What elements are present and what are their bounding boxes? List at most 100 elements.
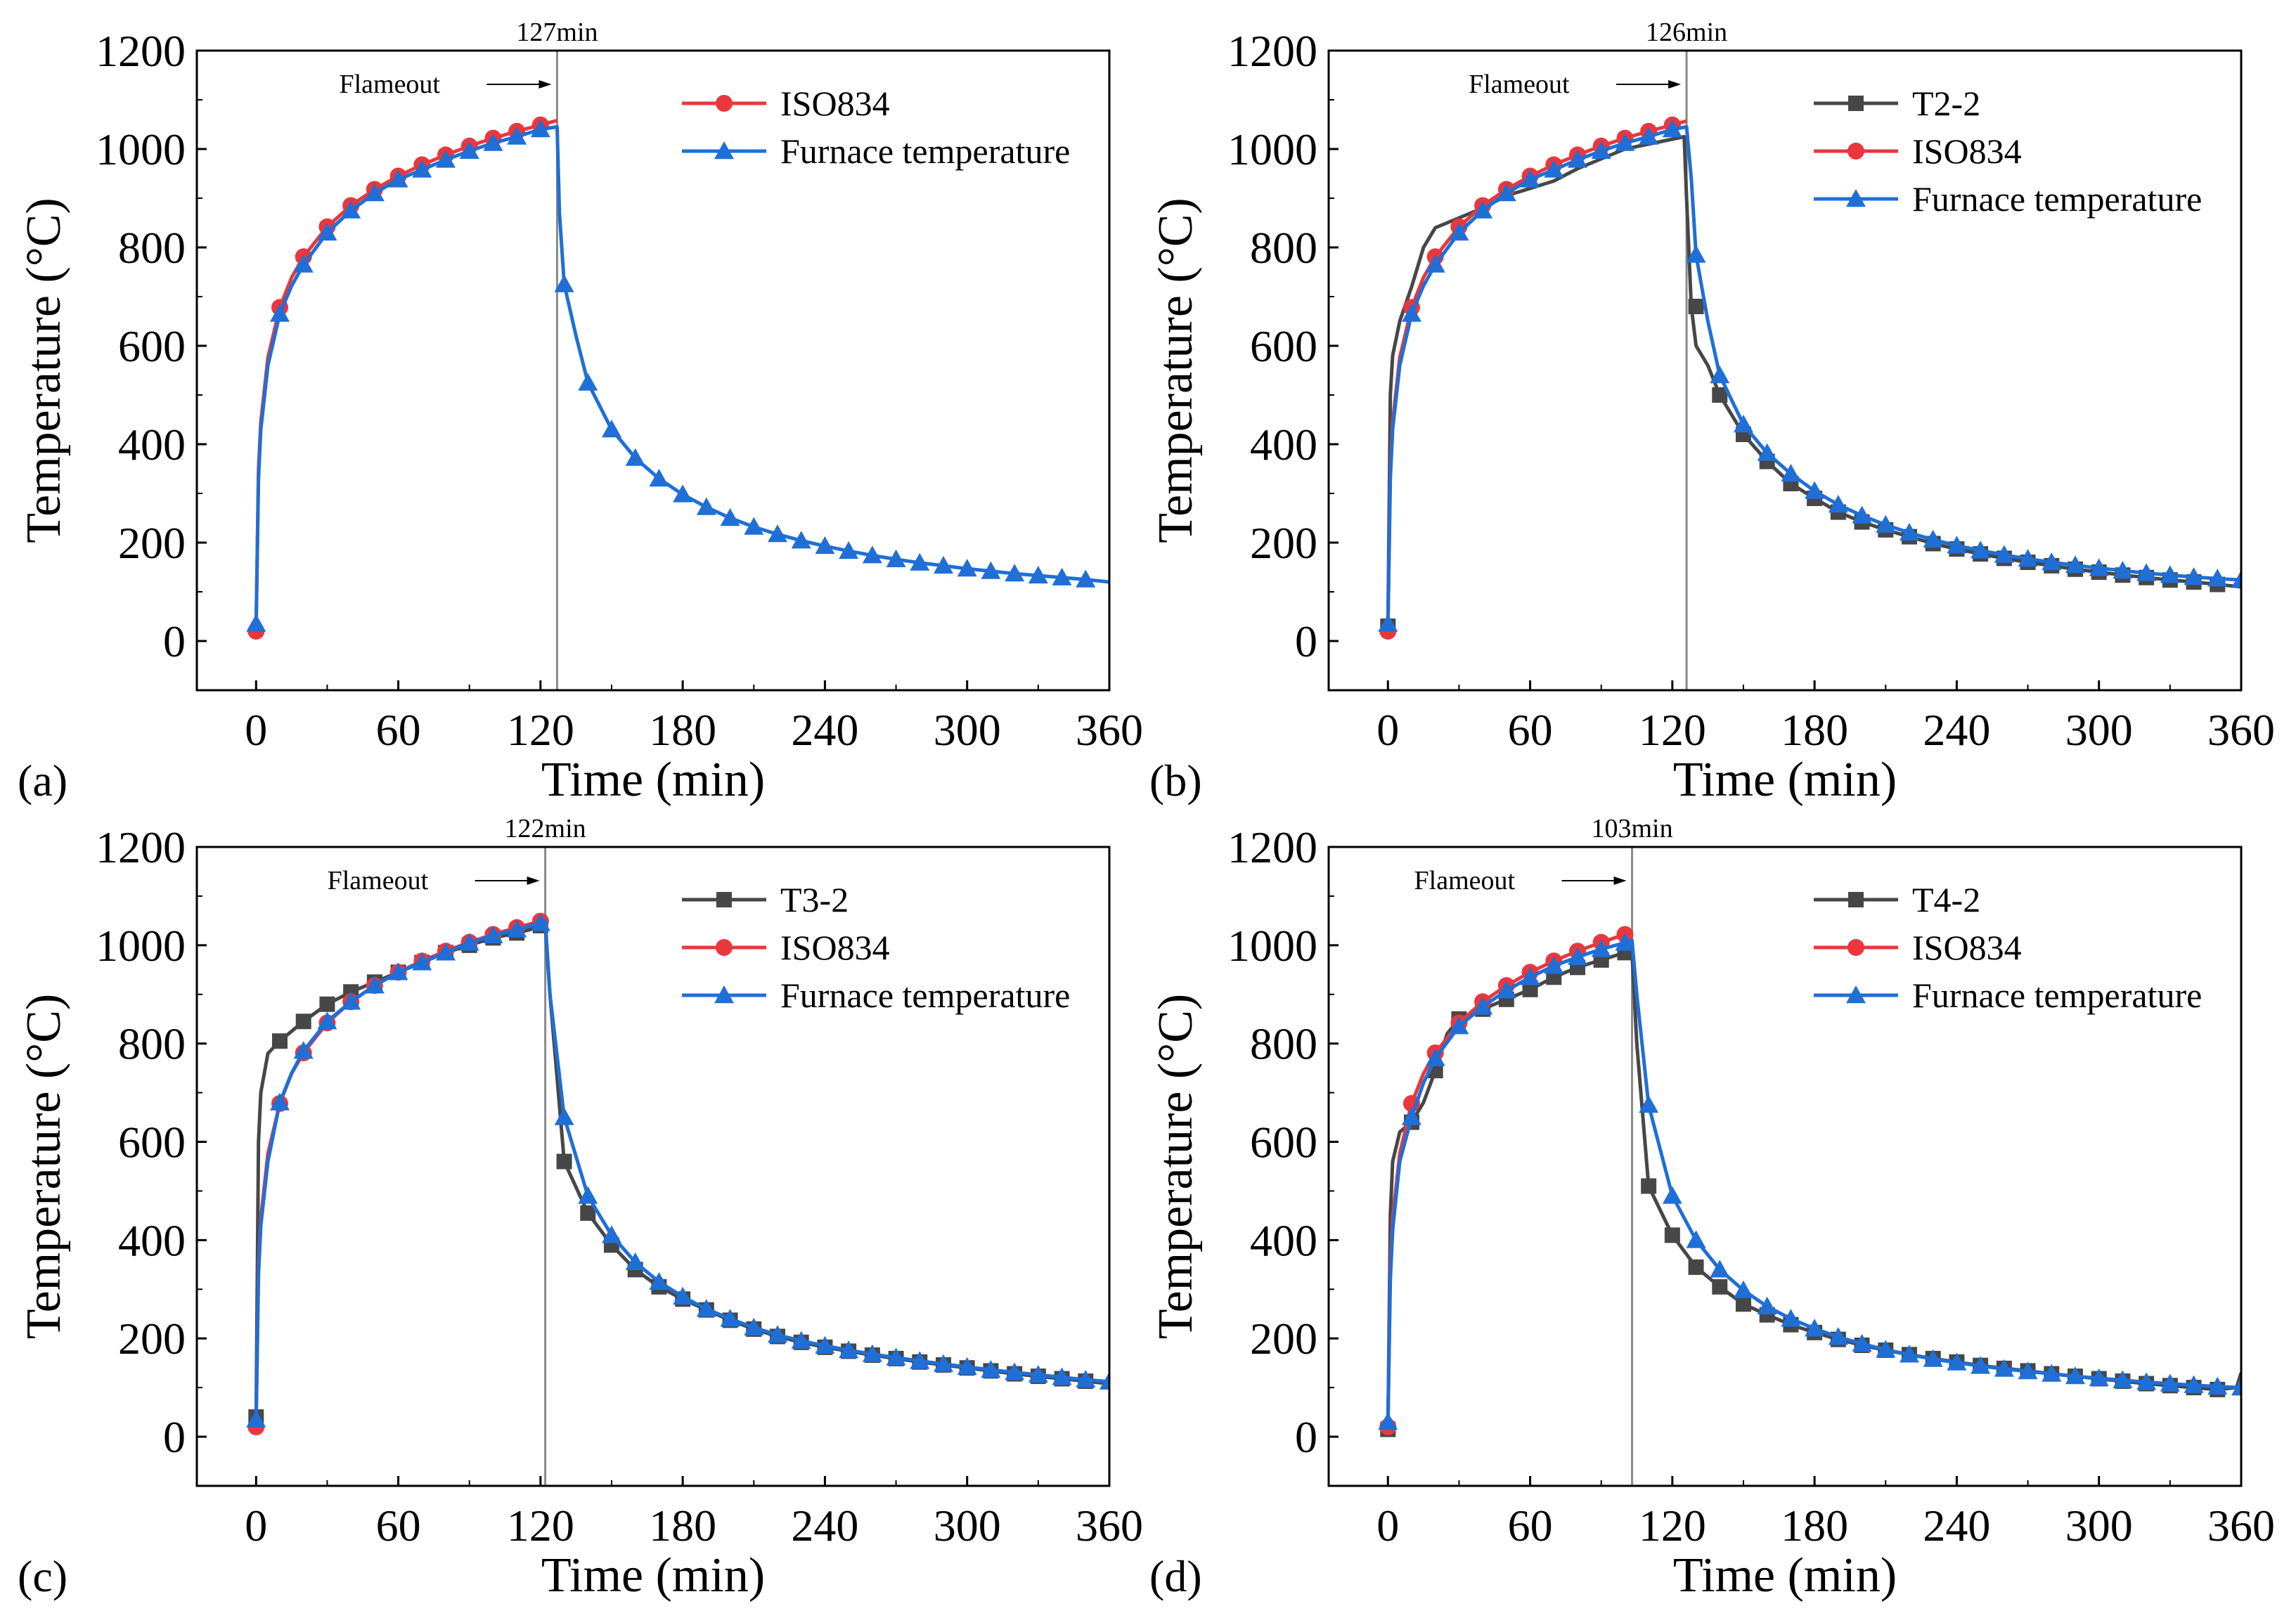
series-2-marker (910, 1351, 930, 1369)
series-2-marker (1449, 223, 1469, 241)
series-1-marker (720, 508, 740, 526)
series-2-marker (2065, 1366, 2085, 1385)
series-2-marker (1876, 514, 1896, 533)
x-tick-label: 240 (1923, 1501, 1990, 1551)
series-2-marker (1947, 1352, 1967, 1371)
series-2-marker (2184, 567, 2204, 585)
series-1-marker (886, 549, 906, 567)
series-2-marker (934, 1354, 953, 1372)
series-2-marker (1378, 1412, 1398, 1430)
legend-label-1: Furnace temperature (780, 131, 1070, 171)
series-2-marker (2136, 563, 2157, 581)
flameout-arrow-head (1613, 876, 1627, 885)
y-tick-label: 1200 (1227, 822, 1317, 872)
panel-label: (b) (1149, 756, 1202, 805)
x-tick-label: 360 (1076, 705, 1143, 755)
y-tick-label: 1200 (96, 26, 186, 76)
series-1-marker (246, 614, 266, 632)
legend-marker-1 (714, 141, 734, 160)
series-line-0 (254, 118, 558, 632)
panel-label: (a) (18, 756, 67, 805)
y-tick-label: 600 (118, 321, 186, 371)
y-tick-label: 0 (163, 616, 186, 666)
x-tick-label: 360 (2207, 705, 2275, 755)
plot-frame (195, 846, 1111, 1487)
series-2-marker (768, 1325, 787, 1343)
plot-frame (1327, 49, 2243, 692)
series-1-marker (815, 536, 835, 555)
legend-marker-1 (1847, 939, 1864, 956)
series-2-marker (744, 1317, 764, 1336)
chart-panel-1: 126min Flameout 0 60 120 180 240 300 360 0 200 400 6… (1149, 18, 2275, 807)
series-2-marker (412, 952, 432, 971)
series-2-marker (1686, 245, 1706, 263)
y-tick-label: 1000 (1227, 921, 1317, 971)
legend-marker-1 (716, 939, 733, 956)
flameout-arrow-head (527, 876, 540, 885)
series-1-marker (768, 524, 787, 543)
series-2-marker (1828, 1327, 1848, 1345)
series-2-marker (1876, 1340, 1896, 1358)
x-tick-label: 60 (1508, 705, 1553, 755)
x-tick-label: 180 (649, 1501, 716, 1551)
y-tick-label: 800 (1250, 1019, 1317, 1069)
series-2-marker (839, 1340, 859, 1359)
y-axis-title: Temperature (°C) (17, 198, 71, 543)
series-1-marker (317, 223, 337, 241)
series-1-marker (673, 484, 693, 503)
series-2-marker (341, 992, 361, 1010)
series-2-marker (1568, 150, 1587, 168)
series-2-marker (1425, 254, 1445, 273)
series-2-marker (1971, 1356, 1991, 1374)
x-axis-title: Time (min) (541, 1548, 765, 1603)
x-tick-label: 120 (507, 1501, 574, 1551)
flameout-label: Flameout (339, 70, 440, 99)
y-tick-label: 1000 (1227, 124, 1317, 174)
series-2-marker (1639, 127, 1659, 145)
flameout-arrow-head (538, 80, 552, 89)
x-tick-label: 60 (376, 1501, 421, 1551)
series-2-marker (246, 1409, 266, 1428)
x-tick-label: 300 (934, 705, 1001, 755)
series-2-marker (862, 1344, 882, 1362)
series-line-1 (254, 125, 1109, 624)
legend-label-0: T4-2 (1912, 880, 1980, 919)
series-1-marker (388, 169, 408, 188)
x-tick-label: 300 (934, 1501, 1001, 1551)
series-2-marker (1734, 415, 1753, 433)
x-tick-label: 240 (791, 705, 858, 755)
series-0-marker (1688, 299, 1704, 314)
series-2-marker (436, 943, 456, 961)
series-1-marker (1052, 567, 1072, 585)
series-0-marker (580, 1205, 596, 1221)
series-2-marker (1662, 119, 1682, 138)
y-tick-label: 0 (163, 1412, 186, 1462)
flameout-time-label: 126min (1646, 18, 1727, 47)
series-0-marker (295, 1014, 311, 1030)
series-1-marker (839, 541, 859, 559)
y-tick-label: 400 (118, 420, 186, 470)
series-2-marker (1971, 541, 1991, 559)
series-2-marker (1402, 1107, 1421, 1125)
y-tick-label: 400 (118, 1215, 186, 1265)
series-2-marker (2231, 1378, 2241, 1396)
series-2-marker (1473, 200, 1493, 219)
series-2-marker (2160, 1373, 2180, 1392)
series-1-marker (625, 448, 645, 466)
series-2-marker (1473, 997, 1493, 1015)
series-2-marker (602, 1225, 621, 1243)
series-1-marker (270, 304, 290, 322)
series-2-marker (1005, 1362, 1025, 1380)
series-1-marker (554, 274, 574, 292)
y-tick-label: 800 (118, 1019, 186, 1069)
series-2-marker (1994, 1359, 2014, 1377)
series-2-marker (270, 1092, 290, 1111)
series-1-marker (934, 555, 953, 574)
series-2-marker (2231, 570, 2241, 588)
series-2-marker (2089, 558, 2109, 576)
y-tick-label: 200 (1250, 1314, 1317, 1364)
series-1-marker (1076, 569, 1096, 588)
series-1-marker (293, 254, 314, 273)
series-group (1378, 926, 2241, 1437)
y-axis-title: Temperature (°C) (1149, 198, 1203, 543)
